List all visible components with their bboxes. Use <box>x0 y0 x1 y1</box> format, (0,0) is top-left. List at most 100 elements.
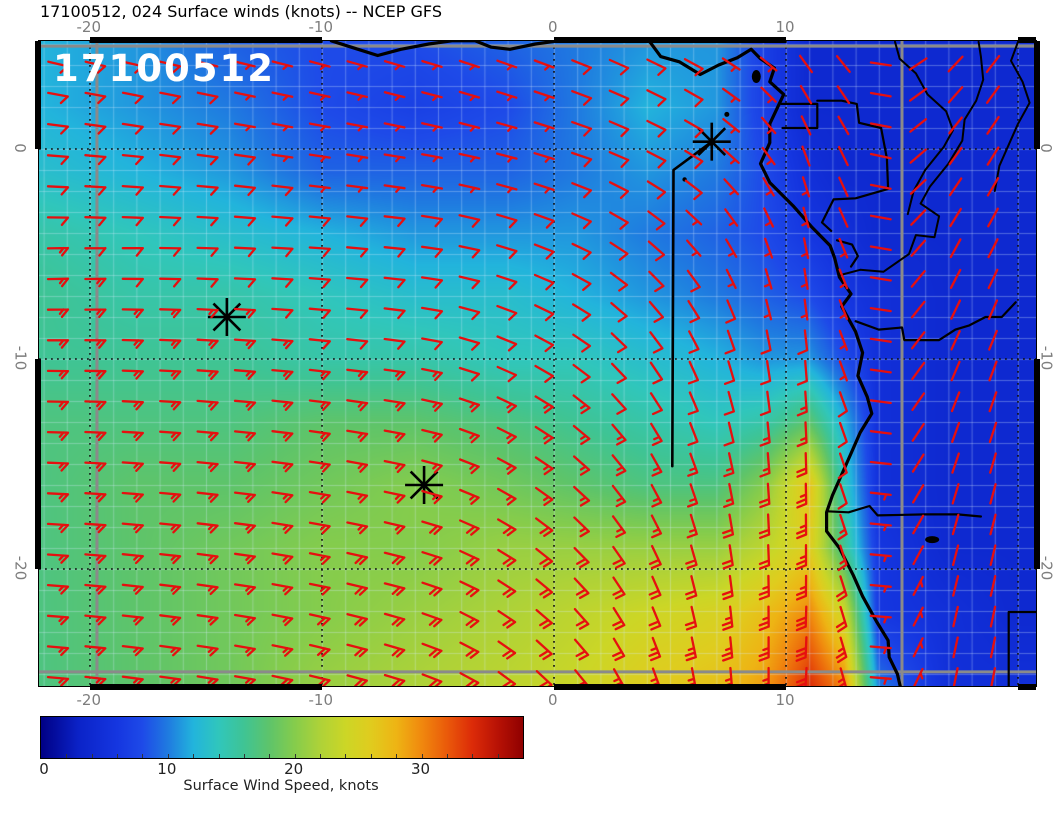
wind-barb <box>800 267 809 290</box>
bottom-axis-tick: 10 <box>775 691 795 709</box>
wind-barb <box>535 608 553 630</box>
wind-barb <box>869 399 892 405</box>
wind-barb <box>271 582 294 596</box>
wind-barb <box>271 215 294 227</box>
wind-barb <box>383 215 406 228</box>
wind-barb <box>421 122 443 132</box>
wind-barb <box>987 268 999 290</box>
wind-barb <box>646 89 667 107</box>
wind-barb <box>911 453 925 473</box>
wind-barb <box>835 636 848 664</box>
wind-barb <box>869 245 892 252</box>
wind-barb <box>496 335 518 352</box>
wind-barb <box>869 276 892 282</box>
wind-barb <box>421 581 443 597</box>
wind-barb <box>421 520 443 536</box>
wind-barb <box>869 91 892 98</box>
wind-barb <box>684 179 703 201</box>
wind-barb <box>687 421 699 447</box>
wind-barb <box>646 119 667 138</box>
wind-barb <box>685 575 698 600</box>
wind-barb <box>496 426 517 445</box>
wind-barb <box>46 645 70 657</box>
wind-barb <box>723 390 735 416</box>
wind-barb <box>988 391 998 413</box>
wind-barb <box>308 490 331 504</box>
wind-barb <box>572 363 591 384</box>
wind-barb <box>159 184 182 196</box>
wind-barb <box>796 482 808 509</box>
wind-barb <box>649 392 663 416</box>
wind-barb <box>121 614 144 626</box>
wind-barb <box>159 461 182 472</box>
wind-barb <box>573 485 591 507</box>
wind-barb <box>420 276 444 289</box>
wind-barb <box>46 492 70 503</box>
wind-barb <box>196 307 219 319</box>
wind-barb <box>837 452 848 480</box>
wind-barb <box>838 299 849 321</box>
ship-track <box>670 140 714 468</box>
wind-barb <box>196 91 219 105</box>
wind-barb <box>497 670 517 686</box>
wind-barb <box>571 242 592 261</box>
map-overlay <box>39 41 1036 686</box>
wind-barb <box>535 517 554 537</box>
colorbar-minor-tick <box>167 754 169 758</box>
wind-barb <box>159 522 182 534</box>
wind-barb <box>761 146 776 166</box>
island <box>724 111 730 117</box>
wind-barb <box>612 576 626 600</box>
wind-barb <box>233 491 257 503</box>
wind-barb <box>912 637 924 658</box>
wind-barb <box>534 334 555 353</box>
wind-barb <box>988 421 998 444</box>
wind-barb <box>196 644 219 657</box>
wind-barb <box>121 122 144 135</box>
wind-barb <box>948 177 963 197</box>
wind-barb <box>383 551 406 566</box>
top-axis-tick: 10 <box>775 18 795 36</box>
wind-barb <box>159 552 182 565</box>
wind-barb <box>84 645 107 657</box>
wind-barb <box>346 643 369 658</box>
wind-barb <box>570 151 593 168</box>
wind-barb <box>950 360 961 382</box>
wind-barb <box>909 148 927 164</box>
wind-barb <box>869 214 892 221</box>
colorbar-minor-tick <box>320 754 322 758</box>
wind-barb <box>573 516 590 538</box>
wind-barb <box>611 393 627 415</box>
wind-barb <box>421 459 443 474</box>
coastline <box>329 41 576 58</box>
wind-barb <box>534 456 554 476</box>
wind-barb <box>796 359 808 386</box>
wind-barb <box>571 272 592 292</box>
wind-barb <box>383 643 406 658</box>
wind-barb <box>308 153 331 163</box>
wind-barb <box>725 268 737 290</box>
wind-barb <box>346 551 369 566</box>
wind-barb <box>910 209 927 226</box>
wind-barb <box>421 612 443 628</box>
wind-barb <box>271 491 294 504</box>
wind-barb <box>233 122 257 132</box>
wind-barb <box>46 216 70 227</box>
wind-barb <box>796 451 808 478</box>
wind-barb <box>572 424 591 446</box>
wind-barb <box>835 575 848 602</box>
wind-barb <box>46 430 70 441</box>
wind-barb <box>796 544 808 570</box>
wind-barb <box>496 90 518 102</box>
wind-barb <box>686 269 701 293</box>
wind-barb <box>84 154 107 166</box>
top-axis-tick: -10 <box>308 18 334 36</box>
wind-barb <box>688 330 700 354</box>
wind-barb <box>497 640 517 660</box>
wind-barb <box>837 513 848 541</box>
wind-barb <box>533 182 555 194</box>
station-asterisk <box>697 127 727 157</box>
wind-barb <box>308 122 331 132</box>
colorbar-minor-tick <box>243 754 245 758</box>
wind-barb <box>159 153 182 166</box>
